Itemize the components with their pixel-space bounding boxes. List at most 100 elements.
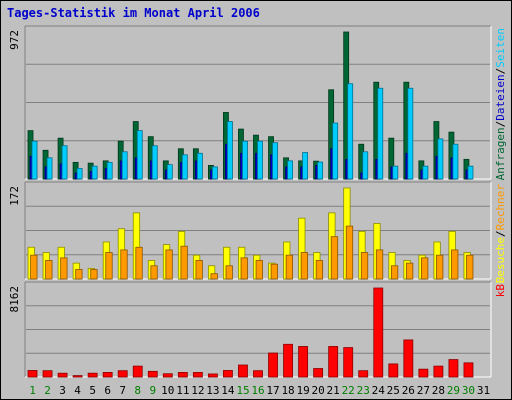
bar-rechner-day-6 bbox=[105, 252, 113, 280]
bar-rechner-day-15 bbox=[240, 257, 248, 280]
bar-seiten-day-7 bbox=[121, 151, 128, 180]
bar-kb-day-5 bbox=[87, 372, 98, 378]
bar-kb-day-23 bbox=[358, 370, 369, 378]
bar-seiten-day-15 bbox=[242, 140, 248, 180]
bar-seiten-day-5 bbox=[91, 165, 98, 180]
bar-seiten-day-24 bbox=[377, 87, 384, 180]
x-tick-label-day-22: 22 bbox=[342, 384, 355, 397]
x-tick-label-day-12: 12 bbox=[191, 384, 204, 397]
bar-rechner-day-9 bbox=[150, 265, 158, 280]
bar-kb-day-15 bbox=[238, 364, 248, 378]
bar-seiten-day-21 bbox=[332, 122, 339, 180]
legend-seiten: Seiten bbox=[494, 28, 507, 68]
bar-seiten-day-27 bbox=[422, 165, 429, 180]
bar-seiten-day-17 bbox=[272, 142, 278, 180]
bar-seiten-day-6 bbox=[106, 161, 113, 180]
bar-kb-day-6 bbox=[102, 372, 113, 378]
x-tick-label-day-9: 9 bbox=[149, 384, 156, 397]
bar-rechner-day-16 bbox=[255, 260, 263, 280]
bar-kb-day-14 bbox=[223, 370, 233, 378]
x-tick-label-day-23: 23 bbox=[357, 384, 370, 397]
bar-kb-day-26 bbox=[403, 339, 414, 378]
x-tick-label-day-31: 31 bbox=[477, 384, 490, 397]
x-tick-label-day-28: 28 bbox=[432, 384, 445, 397]
bar-seiten-day-10 bbox=[166, 164, 173, 180]
x-tick-label-day-10: 10 bbox=[161, 384, 174, 397]
bar-kb-day-8 bbox=[132, 365, 143, 378]
bar-kb-day-29 bbox=[448, 359, 459, 378]
bar-kb-day-22 bbox=[343, 347, 354, 378]
x-tick-label-day-24: 24 bbox=[372, 384, 386, 397]
x-tick-label-day-14: 14 bbox=[221, 384, 235, 397]
bar-seiten-day-29 bbox=[452, 143, 459, 180]
legend-separator: / bbox=[494, 230, 507, 237]
bar-rechner-day-14 bbox=[225, 265, 233, 280]
bar-kb-day-12 bbox=[192, 372, 203, 378]
panel-kb-ymax-label: 8162 bbox=[8, 286, 21, 313]
x-tick-label-day-15: 15 bbox=[236, 384, 249, 397]
legend-rechner: Rechner bbox=[494, 184, 507, 231]
bar-rechner-day-17 bbox=[270, 263, 278, 280]
bar-rechner-day-22 bbox=[345, 225, 354, 280]
bar-seiten-day-25 bbox=[392, 165, 399, 180]
bar-kb-day-3 bbox=[57, 372, 68, 378]
bar-kb-day-13 bbox=[207, 373, 218, 378]
x-tick-label-day-30: 30 bbox=[462, 384, 475, 397]
bar-seiten-day-9 bbox=[151, 145, 158, 180]
bar-rechner-day-12 bbox=[195, 260, 203, 280]
x-tick-label-day-18: 18 bbox=[281, 384, 294, 397]
panel-visits-legend-label: Besuche/Rechner bbox=[494, 184, 507, 284]
bar-seiten-day-23 bbox=[362, 151, 369, 180]
bar-kb-day-24 bbox=[373, 287, 384, 378]
bar-kb-day-19 bbox=[298, 346, 309, 378]
panel-requests-legend-label: Anfragen/Dateien/Seiten bbox=[494, 28, 507, 180]
bar-kb-day-1 bbox=[27, 370, 38, 378]
bar-rechner-day-29 bbox=[451, 249, 459, 280]
x-tick-label-day-5: 5 bbox=[89, 384, 96, 397]
bar-kb-day-28 bbox=[433, 365, 444, 378]
legend-kb: kB bbox=[494, 284, 507, 298]
x-tick-label-day-26: 26 bbox=[402, 384, 415, 397]
bar-rechner-day-19 bbox=[300, 252, 309, 280]
x-tick-label-day-19: 19 bbox=[296, 384, 309, 397]
bar-kb-day-30 bbox=[463, 362, 474, 378]
bar-rechner-day-26 bbox=[405, 262, 414, 280]
x-tick-label-day-13: 13 bbox=[206, 384, 219, 397]
bar-seiten-day-12 bbox=[196, 152, 203, 180]
bar-rechner-day-11 bbox=[180, 245, 188, 280]
bar-seiten-day-4 bbox=[76, 168, 83, 180]
bar-rechner-day-30 bbox=[466, 254, 474, 280]
bar-seiten-day-20 bbox=[317, 161, 324, 180]
bar-kb-day-27 bbox=[418, 368, 429, 378]
bar-seiten-day-1 bbox=[31, 140, 38, 180]
bar-rechner-day-8 bbox=[135, 246, 143, 280]
bar-seiten-day-13 bbox=[212, 166, 218, 180]
x-tick-label-day-3: 3 bbox=[59, 384, 66, 397]
bar-rechner-day-7 bbox=[120, 249, 128, 280]
legend-dateien: Dateien bbox=[494, 74, 507, 120]
bar-kb-day-17 bbox=[268, 352, 278, 378]
bar-rechner-day-21 bbox=[330, 236, 339, 280]
x-tick-label-day-21: 21 bbox=[327, 384, 340, 397]
bar-rechner-day-27 bbox=[421, 257, 429, 280]
x-tick-label-day-17: 17 bbox=[266, 384, 279, 397]
bar-kb-day-4 bbox=[72, 375, 83, 378]
bar-kb-day-21 bbox=[328, 346, 339, 378]
x-tick-label-day-25: 25 bbox=[387, 384, 400, 397]
bar-kb-day-18 bbox=[283, 343, 293, 378]
x-tick-label-day-16: 16 bbox=[251, 384, 264, 397]
x-tick-label-day-7: 7 bbox=[119, 384, 126, 397]
chart-title: Tages-Statistik im Monat April 2006 bbox=[7, 6, 260, 20]
bar-seiten-day-3 bbox=[61, 145, 68, 180]
bar-seiten-day-8 bbox=[136, 130, 143, 180]
x-tick-label-day-8: 8 bbox=[134, 384, 141, 397]
panel-visits-ymax-label: 172 bbox=[8, 186, 21, 206]
bar-seiten-day-16 bbox=[257, 140, 263, 180]
bar-seiten-day-11 bbox=[181, 154, 188, 180]
bar-kb-day-11 bbox=[177, 372, 188, 378]
legend-separator: / bbox=[494, 68, 507, 75]
bar-rechner-day-3 bbox=[60, 257, 68, 280]
bar-kb-day-2 bbox=[42, 370, 53, 378]
x-tick-label-day-6: 6 bbox=[104, 384, 111, 397]
legend-separator: / bbox=[494, 121, 507, 128]
